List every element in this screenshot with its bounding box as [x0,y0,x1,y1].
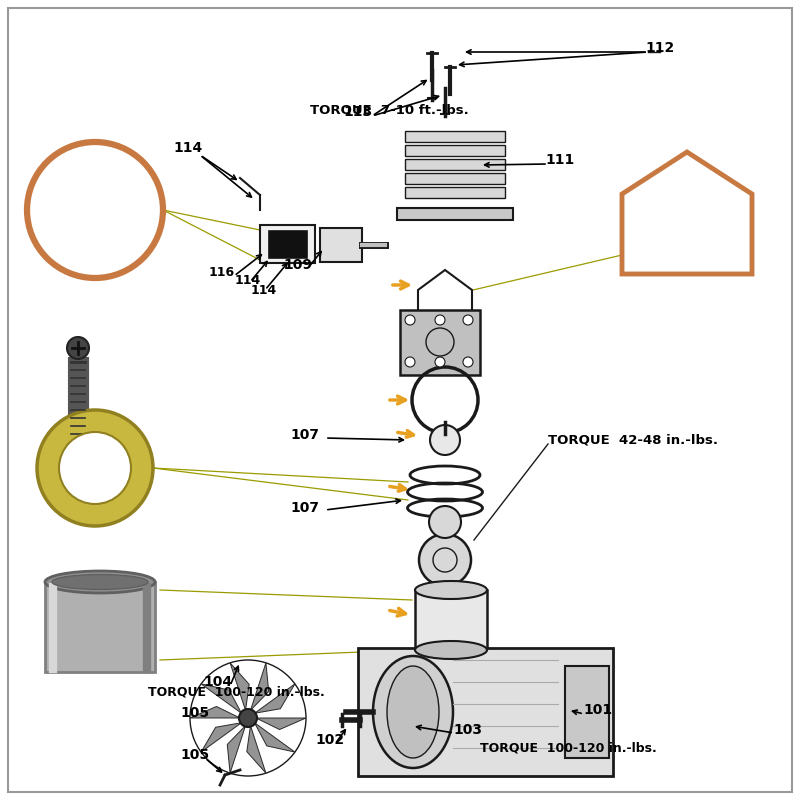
Circle shape [435,357,445,367]
Circle shape [405,315,415,325]
Text: TORQUE  42-48 in.-lbs.: TORQUE 42-48 in.-lbs. [548,434,718,446]
Circle shape [430,425,460,455]
Ellipse shape [415,641,487,659]
Text: 102: 102 [315,733,345,747]
Circle shape [463,357,473,367]
Text: 116: 116 [209,266,235,278]
Bar [400,310,480,375]
Ellipse shape [415,581,487,599]
Bar [405,159,505,170]
Text: 103: 103 [454,723,482,737]
Text: 107: 107 [290,501,319,515]
Polygon shape [250,663,269,710]
Text: TORQUE  100-120 in.-lbs.: TORQUE 100-120 in.-lbs. [148,686,325,698]
Polygon shape [256,718,306,730]
Text: 112: 112 [646,41,674,55]
Polygon shape [246,726,266,773]
Text: 111: 111 [546,153,574,167]
Polygon shape [227,726,246,773]
Circle shape [463,315,473,325]
Bar [415,590,487,650]
Text: 107: 107 [290,428,319,442]
Bar [260,225,315,263]
Circle shape [419,534,471,586]
Polygon shape [190,706,240,718]
Text: 114: 114 [251,283,277,297]
Polygon shape [254,684,295,714]
Text: TORQUE  7-10 ft.-lbs.: TORQUE 7-10 ft.-lbs. [310,103,469,117]
Bar [320,228,362,262]
Ellipse shape [52,574,148,590]
Bar [268,230,307,258]
Text: 113: 113 [343,105,373,119]
Polygon shape [201,722,242,752]
Text: 105: 105 [181,706,210,720]
Circle shape [67,337,89,359]
Ellipse shape [387,666,439,758]
Polygon shape [254,722,295,752]
Circle shape [59,432,131,504]
Bar [565,666,609,758]
Text: 114: 114 [235,274,261,287]
Bar [358,648,613,776]
Bar [405,187,505,198]
Circle shape [435,315,445,325]
Polygon shape [437,528,453,540]
Circle shape [405,357,415,367]
Circle shape [429,506,461,538]
Circle shape [239,709,257,727]
Polygon shape [201,684,242,714]
Bar [397,208,513,220]
Text: 104: 104 [203,675,233,689]
Polygon shape [230,663,250,710]
Text: 105: 105 [181,748,210,762]
Text: 109: 109 [283,258,313,272]
Circle shape [37,410,153,526]
Ellipse shape [373,656,453,768]
Bar [405,173,505,184]
Bar [405,145,505,156]
Bar [405,131,505,142]
Text: TORQUE  100-120 in.-lbs.: TORQUE 100-120 in.-lbs. [480,742,657,754]
Ellipse shape [45,571,155,593]
Polygon shape [45,582,155,672]
Text: 114: 114 [174,141,202,155]
Text: 101: 101 [583,703,613,717]
